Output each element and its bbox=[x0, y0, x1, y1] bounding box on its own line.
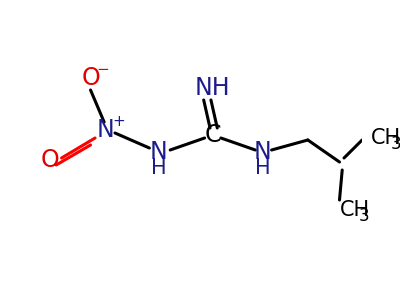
Text: 3: 3 bbox=[390, 135, 400, 153]
Text: H: H bbox=[255, 158, 270, 178]
Text: N: N bbox=[97, 118, 115, 142]
Text: H: H bbox=[151, 158, 166, 178]
Text: N: N bbox=[254, 140, 272, 164]
Text: −: − bbox=[97, 62, 110, 77]
Text: CH: CH bbox=[340, 200, 370, 220]
Text: C: C bbox=[204, 123, 221, 147]
Text: CH: CH bbox=[371, 128, 400, 148]
Text: O: O bbox=[81, 66, 100, 90]
Text: 3: 3 bbox=[358, 207, 369, 225]
Text: NH: NH bbox=[195, 76, 230, 100]
Text: +: + bbox=[112, 113, 125, 128]
Text: N: N bbox=[150, 140, 167, 164]
Text: O: O bbox=[40, 148, 59, 172]
